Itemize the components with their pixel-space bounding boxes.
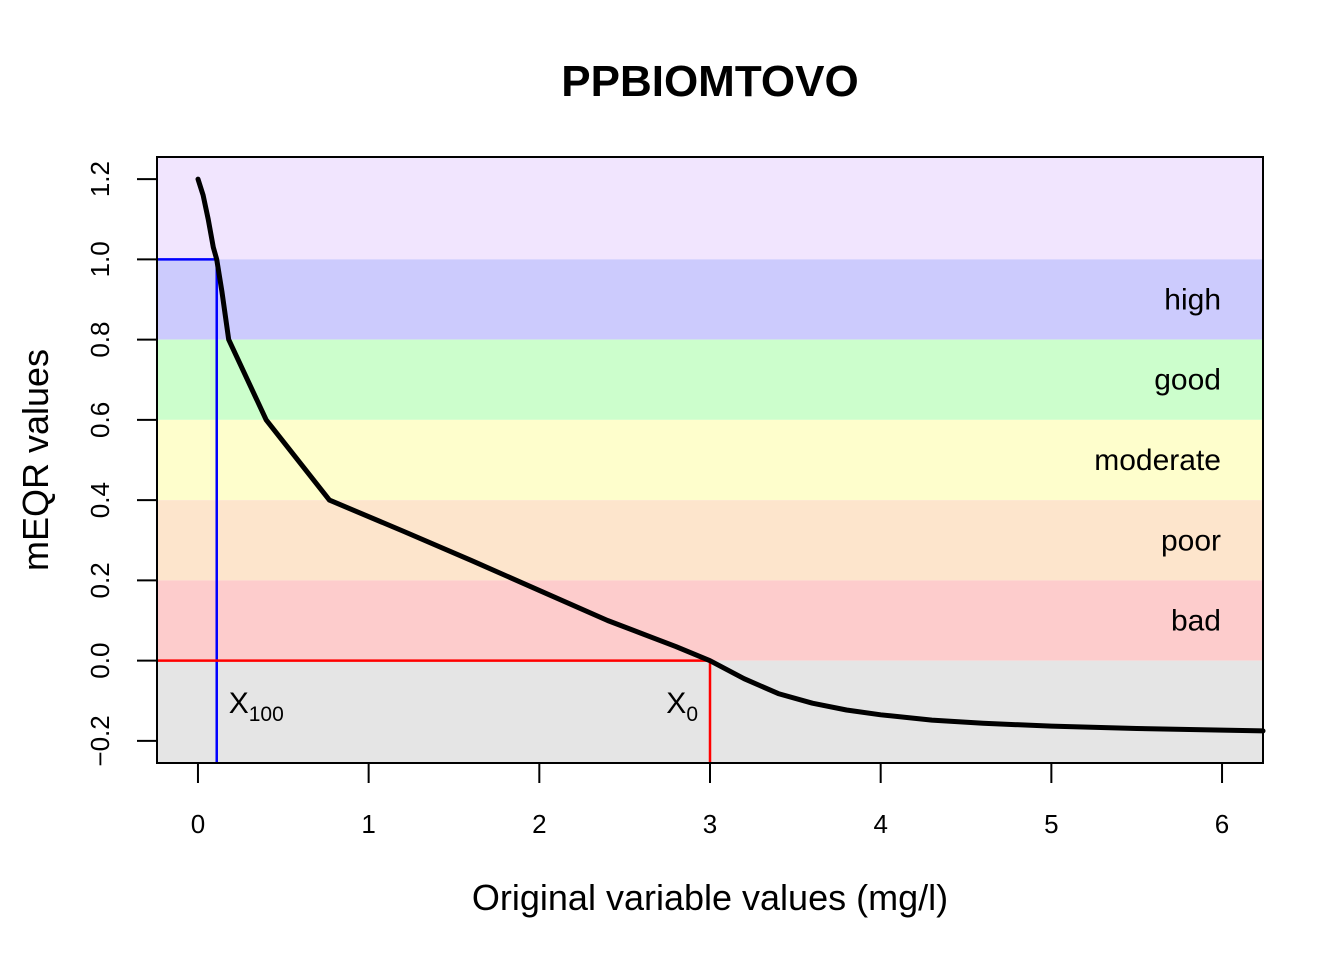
reference-lines — [157, 258, 712, 763]
band-label-high: high — [1164, 283, 1221, 316]
x-tick-label: 6 — [1215, 809, 1229, 839]
x-tick-label: 5 — [1044, 809, 1058, 839]
band-high — [157, 259, 1263, 340]
quality-bands — [157, 157, 1263, 763]
x-axis: 0 1 2 3 4 5 6 — [191, 763, 1229, 839]
band-good — [157, 339, 1263, 420]
band-label-bad: bad — [1171, 605, 1221, 638]
series-line-0 — [195, 176, 1266, 734]
y-tick-label: 1.2 — [85, 161, 115, 197]
x-axis-label: Original variable values (mg/l) — [472, 877, 948, 918]
band-moderate — [157, 419, 1263, 501]
band-zone-0 — [157, 157, 1263, 260]
series-layer — [195, 176, 1266, 734]
x-tick-label: 0 — [191, 809, 205, 839]
y-tick-label: 0.4 — [85, 482, 115, 518]
band-label-poor: poor — [1161, 524, 1221, 557]
x-tick-label: 1 — [361, 809, 375, 839]
x-tick-label: 2 — [532, 809, 546, 839]
y-axis: −0.2 0.0 0.2 0.4 0.6 0.8 1.0 1.2 — [85, 161, 157, 767]
band-labels: high good moderate poor bad — [1094, 283, 1221, 637]
y-tick-label: 0.8 — [85, 322, 115, 358]
y-tick-label: 0.2 — [85, 562, 115, 598]
y-tick-label: −0.2 — [85, 715, 115, 766]
x-tick-label: 4 — [873, 809, 887, 839]
y-tick-label: 0.0 — [85, 643, 115, 679]
y-tick-label: 1.0 — [85, 241, 115, 277]
band-poor — [157, 500, 1263, 581]
y-axis-label: mEQR values — [15, 349, 56, 571]
band-label-good: good — [1154, 364, 1221, 397]
y-tick-label: 0.6 — [85, 402, 115, 438]
band-label-moderate: moderate — [1094, 444, 1221, 477]
x-tick-label: 3 — [703, 809, 717, 839]
chart-title: PPBIOMTOVO — [561, 57, 858, 106]
band-bad — [157, 580, 1263, 661]
